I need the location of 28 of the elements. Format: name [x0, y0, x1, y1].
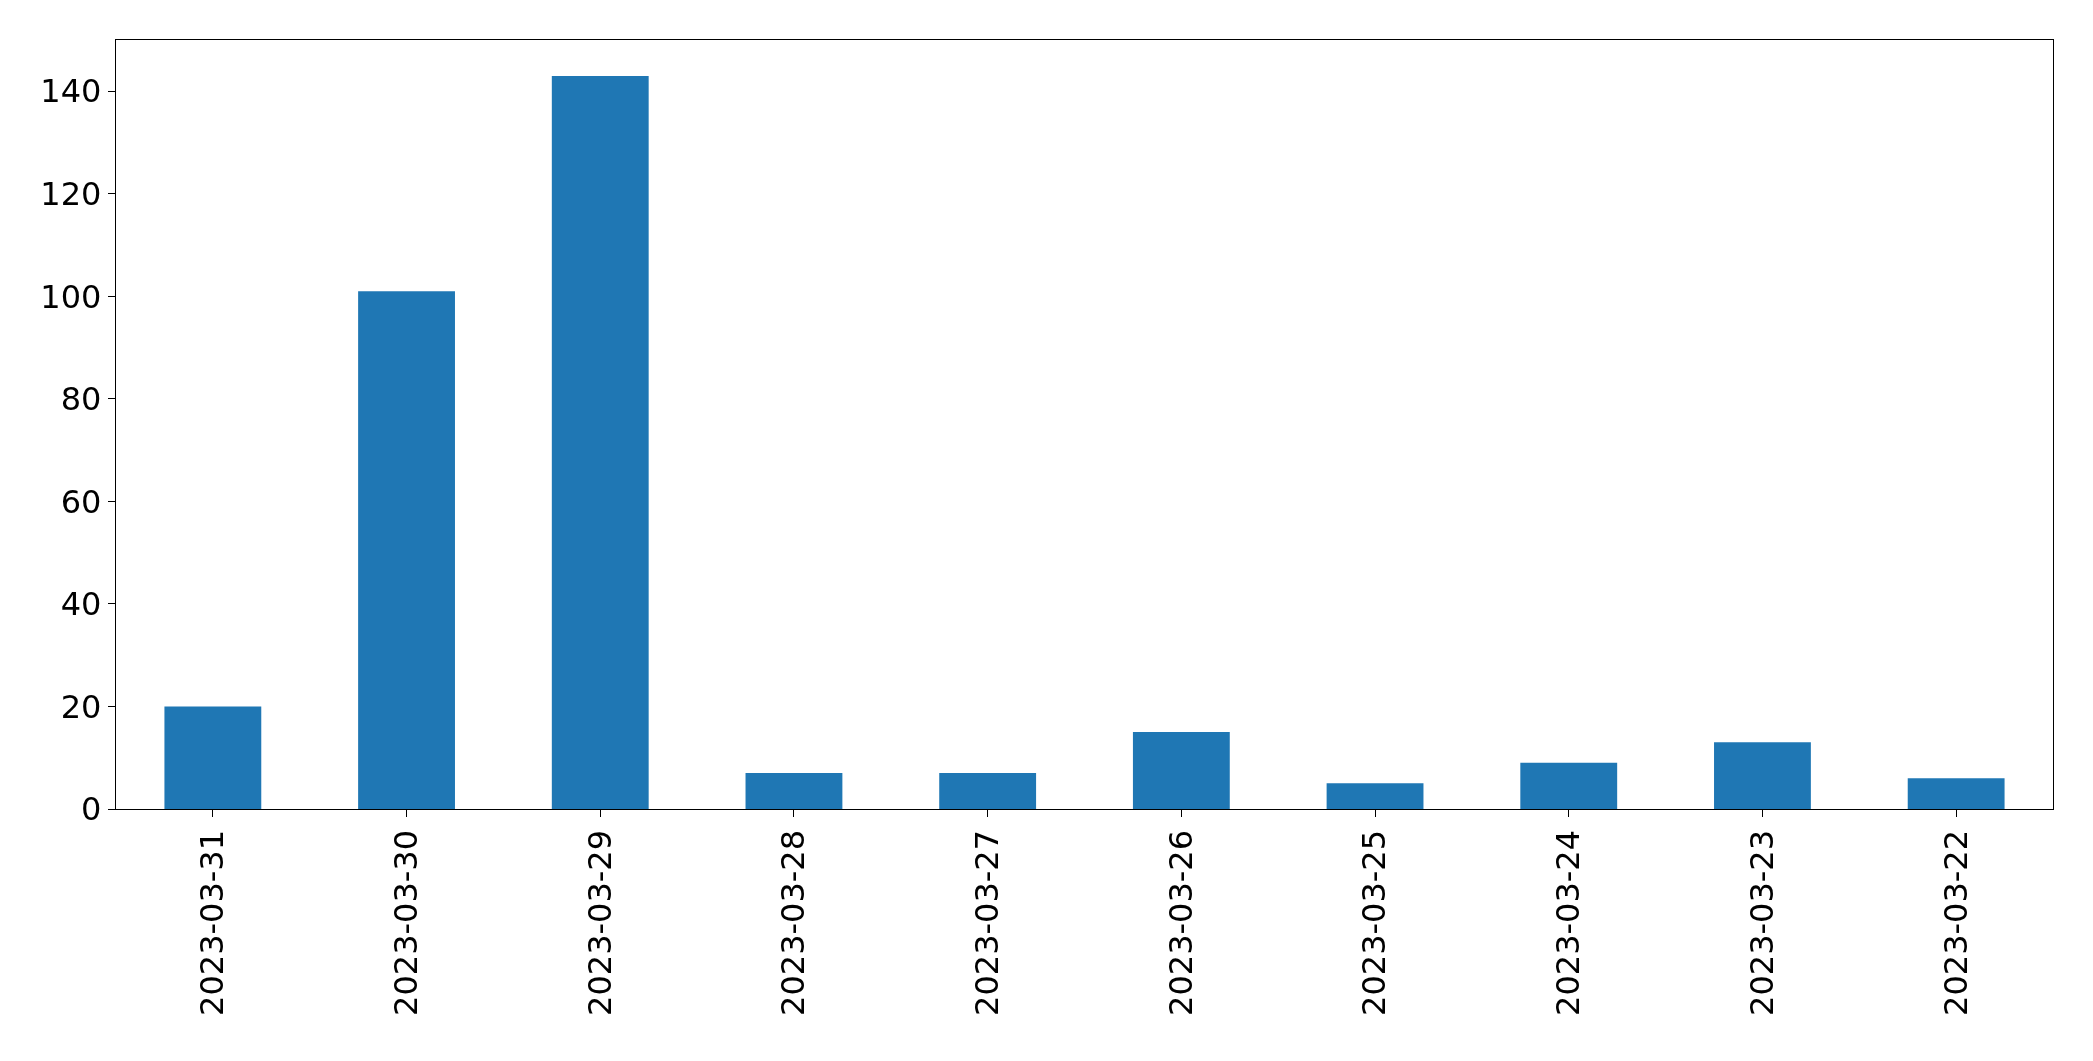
y-tick-label: 0	[81, 790, 102, 829]
x-tick-label: 2023-03-24	[1549, 829, 1588, 1016]
x-tick-label: 2023-03-28	[774, 829, 813, 1016]
y-tick-label: 140	[40, 72, 102, 111]
x-tick-label: 2023-03-22	[1936, 829, 1975, 1016]
bar	[358, 291, 455, 809]
x-tick-label: 2023-03-30	[386, 829, 425, 1016]
bar	[1326, 783, 1424, 809]
bar	[1714, 742, 1811, 809]
x-tick-label: 2023-03-31	[193, 829, 232, 1016]
x-tick-label: 2023-03-25	[1355, 829, 1394, 1016]
y-tick-label: 20	[60, 687, 102, 726]
y-tick-label: 80	[60, 380, 102, 419]
y-tick-label: 100	[40, 277, 102, 316]
bar	[164, 706, 262, 809]
y-tick-label: 60	[60, 482, 102, 521]
x-tick-label: 2023-03-26	[1161, 829, 1200, 1016]
y-tick-label: 120	[40, 175, 102, 213]
bar	[939, 773, 1037, 809]
bar	[551, 75, 649, 809]
x-tick-label: 2023-03-23	[1742, 829, 1781, 1016]
x-tick-label: 2023-03-27	[968, 829, 1007, 1016]
bar	[745, 773, 843, 809]
x-tick-label: 2023-03-29	[580, 829, 619, 1016]
bar	[1907, 778, 2005, 809]
bar	[1520, 762, 1618, 809]
y-tick-label: 40	[60, 585, 102, 624]
bar	[1132, 732, 1230, 809]
